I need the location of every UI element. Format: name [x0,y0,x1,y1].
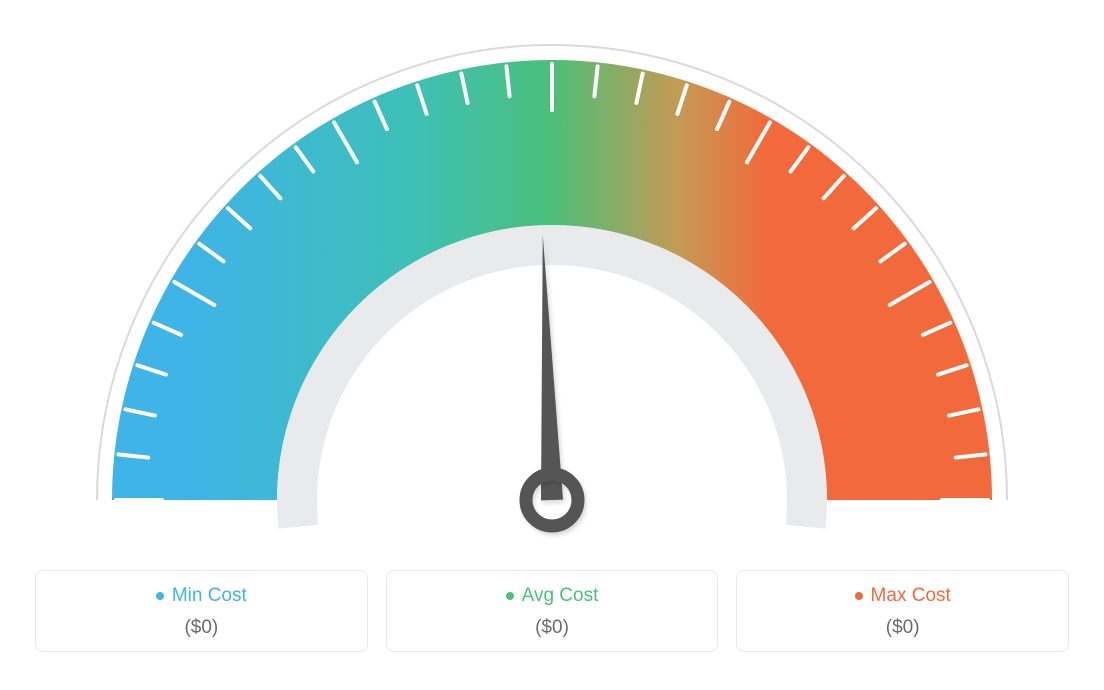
legend-text-max: Max Cost [871,585,951,607]
legend-text-avg: Avg Cost [522,585,599,607]
gauge-chart: $0$0$0$0$0$0$0 [0,0,1104,570]
legend-dot-avg [506,592,514,600]
legend-label-min: Min Cost [156,585,247,607]
legend-value-max: ($0) [747,617,1058,639]
legend-dot-min [156,592,164,600]
legend-row: Min Cost ($0) Avg Cost ($0) Max Cost ($0… [0,570,1104,652]
legend-value-avg: ($0) [397,617,708,639]
gauge-svg: $0$0$0$0$0$0$0 [0,0,1104,570]
legend-value-min: ($0) [46,617,357,639]
legend-label-max: Max Cost [855,585,951,607]
legend-card-min: Min Cost ($0) [35,570,368,652]
legend-text-min: Min Cost [172,585,247,607]
gauge-tick-label: $0 [0,0,10,4]
legend-label-avg: Avg Cost [506,585,599,607]
gauge-needle [541,235,563,500]
legend-card-avg: Avg Cost ($0) [386,570,719,652]
legend-card-max: Max Cost ($0) [736,570,1069,652]
legend-dot-max [855,592,863,600]
